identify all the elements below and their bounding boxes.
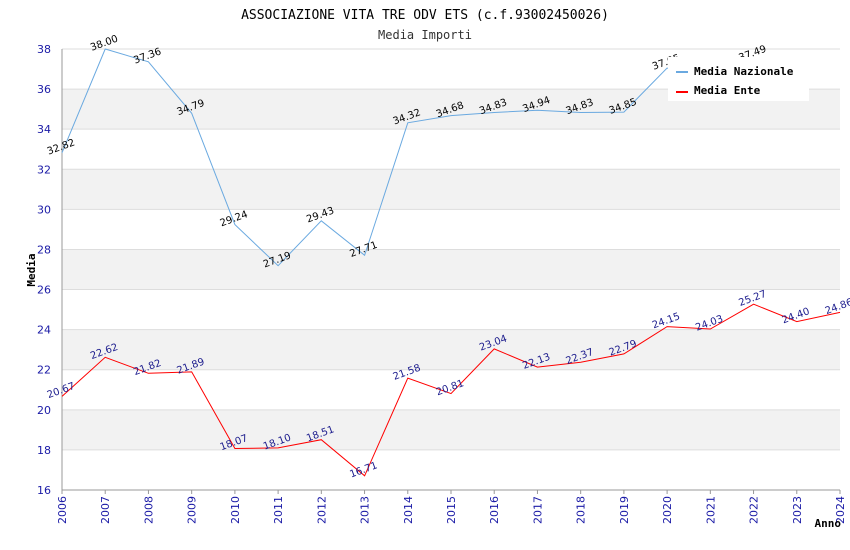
grid-band bbox=[62, 409, 840, 450]
legend-box bbox=[668, 57, 809, 101]
legend: Media Nazionale Media Ente bbox=[668, 57, 809, 101]
grid-band bbox=[62, 129, 840, 170]
x-tick-label: 2006 bbox=[56, 496, 69, 524]
x-tick-label: 2009 bbox=[186, 496, 199, 524]
legend-label-media-ente: Media Ente bbox=[694, 84, 761, 97]
grid-band bbox=[62, 449, 840, 490]
x-tick-label: 2011 bbox=[272, 496, 285, 524]
x-tick-label: 2012 bbox=[315, 496, 328, 524]
y-tick-label: 30 bbox=[37, 203, 51, 216]
y-tick-label: 26 bbox=[37, 284, 51, 297]
y-tick-label: 32 bbox=[37, 163, 51, 176]
x-tick-label: 2020 bbox=[661, 496, 674, 524]
x-tick-label: 2021 bbox=[704, 496, 717, 524]
x-tick-label: 2018 bbox=[575, 496, 588, 524]
grid-band bbox=[62, 169, 840, 210]
x-tick-label: 2016 bbox=[488, 496, 501, 524]
y-tick-label: 18 bbox=[37, 444, 51, 457]
legend-label-media-nazionale: Media Nazionale bbox=[694, 65, 794, 78]
grid-band bbox=[62, 329, 840, 370]
y-tick-label: 22 bbox=[37, 364, 51, 377]
x-tick-label: 2019 bbox=[618, 496, 631, 524]
x-tick-label: 2010 bbox=[229, 496, 242, 524]
y-tick-label: 36 bbox=[37, 83, 51, 96]
x-tick-label: 2015 bbox=[445, 496, 458, 524]
y-tick-label: 24 bbox=[37, 324, 51, 337]
grid-band bbox=[62, 369, 840, 410]
x-axis-label: Anno bbox=[815, 517, 842, 530]
grid-band bbox=[62, 249, 840, 290]
grid-band bbox=[62, 209, 840, 250]
x-tick-label: 2008 bbox=[142, 496, 155, 524]
y-tick-label: 34 bbox=[37, 123, 51, 136]
x-tick-label: 2024 bbox=[834, 496, 847, 524]
y-axis-label: Media bbox=[25, 253, 38, 286]
x-tick-label: 2022 bbox=[748, 496, 761, 524]
y-tick-label: 20 bbox=[37, 404, 51, 417]
series-line-media-ente bbox=[61, 303, 841, 477]
chart-title: ASSOCIAZIONE VITA TRE ODV ETS (c.f.93002… bbox=[241, 8, 609, 23]
x-tick-label: 2023 bbox=[791, 496, 804, 524]
series-lines bbox=[61, 48, 841, 477]
y-tick-label: 38 bbox=[37, 43, 51, 56]
axes bbox=[61, 49, 841, 494]
series-line-media-nazionale bbox=[61, 48, 754, 267]
grid-band bbox=[62, 289, 840, 330]
chart-subtitle: Media Importi bbox=[378, 28, 472, 42]
x-tick-label: 2013 bbox=[359, 496, 372, 524]
x-tick-label: 2014 bbox=[402, 496, 415, 524]
x-tick-label: 2017 bbox=[531, 496, 544, 524]
y-tick-label: 28 bbox=[37, 243, 51, 256]
grid-bands bbox=[62, 49, 840, 490]
y-tick-label: 16 bbox=[37, 484, 51, 497]
x-tick-label: 2007 bbox=[99, 496, 112, 524]
